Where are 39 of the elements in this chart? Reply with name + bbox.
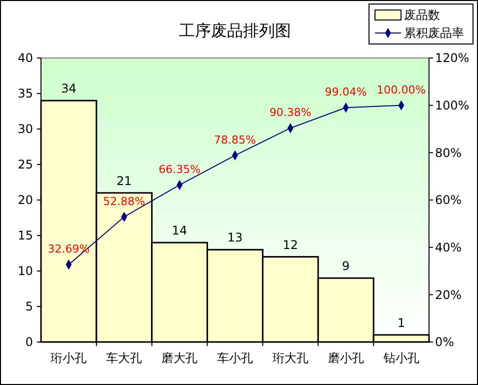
- data-label: 99.04%: [324, 86, 367, 99]
- y-tick-label: 0: [25, 335, 33, 350]
- y-tick-label: 15: [18, 228, 33, 243]
- x-tick-label: 车大孔: [106, 351, 142, 365]
- y-tick-label: 20: [18, 193, 33, 208]
- chart-title: 工序废品排列图: [179, 21, 291, 40]
- y-tick-label: 25: [18, 158, 33, 172]
- y2-tick-label: 60%: [435, 193, 462, 208]
- x-tick-label: 珩小孔: [50, 351, 87, 365]
- x-tick-label: 磨小孔: [328, 351, 364, 365]
- data-label: 100.00%: [376, 83, 426, 96]
- data-label: 66.35%: [158, 162, 201, 176]
- y2-tick-label: 40%: [435, 240, 462, 255]
- y-tick-label: 40: [18, 51, 33, 66]
- y2-tick-label: 20%: [435, 288, 462, 302]
- data-label: 21: [116, 174, 132, 188]
- data-label: 14: [172, 224, 188, 238]
- y2-tick-label: 80%: [435, 146, 462, 160]
- x-tick-label: 钻小孔: [382, 351, 420, 365]
- y2-tick-label: 120%: [435, 51, 470, 66]
- y2-tick-label: 100%: [435, 98, 470, 113]
- data-label: 78.85%: [214, 133, 256, 146]
- y-tick-label: 30: [18, 122, 33, 136]
- data-label: 52.88%: [103, 194, 146, 208]
- data-label: 9: [342, 259, 350, 274]
- data-label: 1: [397, 316, 406, 330]
- data-label: 13: [227, 230, 243, 245]
- x-tick-label: 珩大孔: [272, 351, 308, 365]
- data-label: 34: [61, 82, 76, 96]
- x-tick-label: 车小孔: [217, 351, 253, 365]
- data-label: 90.38%: [269, 106, 312, 120]
- x-tick-label: 磨大孔: [162, 351, 198, 365]
- y2-tick-label: 0%: [435, 335, 454, 350]
- legend-label: 废品数: [404, 8, 440, 22]
- data-label: 12: [282, 238, 298, 252]
- y-tick-label: 10: [18, 264, 33, 278]
- y-tick-label: 5: [25, 300, 33, 314]
- legend-label: 累积废品率: [404, 26, 464, 40]
- y-tick-label: 35: [18, 86, 33, 101]
